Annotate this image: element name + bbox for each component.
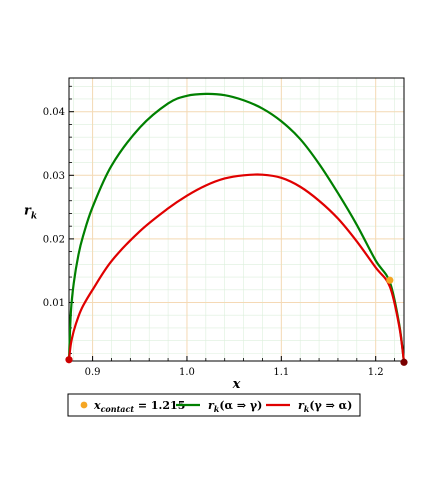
legend-label-main: x — [93, 399, 101, 412]
legend-label-subscript: k — [304, 404, 310, 414]
markers-layer — [65, 276, 408, 366]
ticks-layer: 0.9 1.0 1.1 1.2 0.01 0.02 0.03 0.04 — [43, 85, 395, 378]
x-axis-title: x — [232, 377, 241, 392]
legend-label-main: r — [298, 399, 305, 412]
y-tick-label: 0.01 — [43, 298, 65, 309]
y-tick-label: 0.04 — [43, 107, 65, 118]
y-tick-label: 0.03 — [43, 171, 65, 182]
series-layer — [67, 92, 406, 363]
series-line-2 — [67, 173, 406, 363]
data-marker-3 — [400, 358, 408, 366]
legend-label-3: rk(γ ⇒ α) — [298, 399, 352, 414]
y-axis-title-subscript: k — [31, 212, 37, 222]
legend-label-1: xcontact = 1.215 — [93, 399, 185, 414]
legend-label-2: rk(α ⇒ γ) — [208, 399, 262, 414]
data-marker-1 — [386, 276, 394, 284]
legend-label-main: r — [208, 399, 215, 412]
legend-label-rest: = 1.215 — [134, 399, 185, 412]
legend-box — [67, 393, 361, 417]
y-tick-label: 0.02 — [43, 234, 65, 245]
x-tick-label: 1.0 — [179, 367, 195, 378]
data-marker-2 — [65, 356, 73, 364]
y-axis-title-main: r — [24, 204, 32, 219]
legend: xcontact = 1.215 rk(α ⇒ γ) rk(γ ⇒ α) — [67, 393, 361, 417]
y-axis-title: rk — [24, 204, 37, 222]
plot-frame — [68, 77, 405, 362]
x-tick-label: 0.9 — [85, 367, 101, 378]
legend-label-rest: (α ⇒ γ) — [219, 399, 262, 412]
legend-swatch-marker — [80, 401, 88, 409]
series-line-1 — [67, 92, 406, 363]
legend-label-subscript: k — [214, 404, 220, 414]
legend-label-rest: (γ ⇒ α) — [309, 399, 352, 412]
grid-layer — [69, 78, 404, 361]
x-tick-label: 1.2 — [368, 367, 384, 378]
x-tick-label: 1.1 — [273, 367, 289, 378]
legend-label-subscript: contact — [101, 404, 135, 414]
